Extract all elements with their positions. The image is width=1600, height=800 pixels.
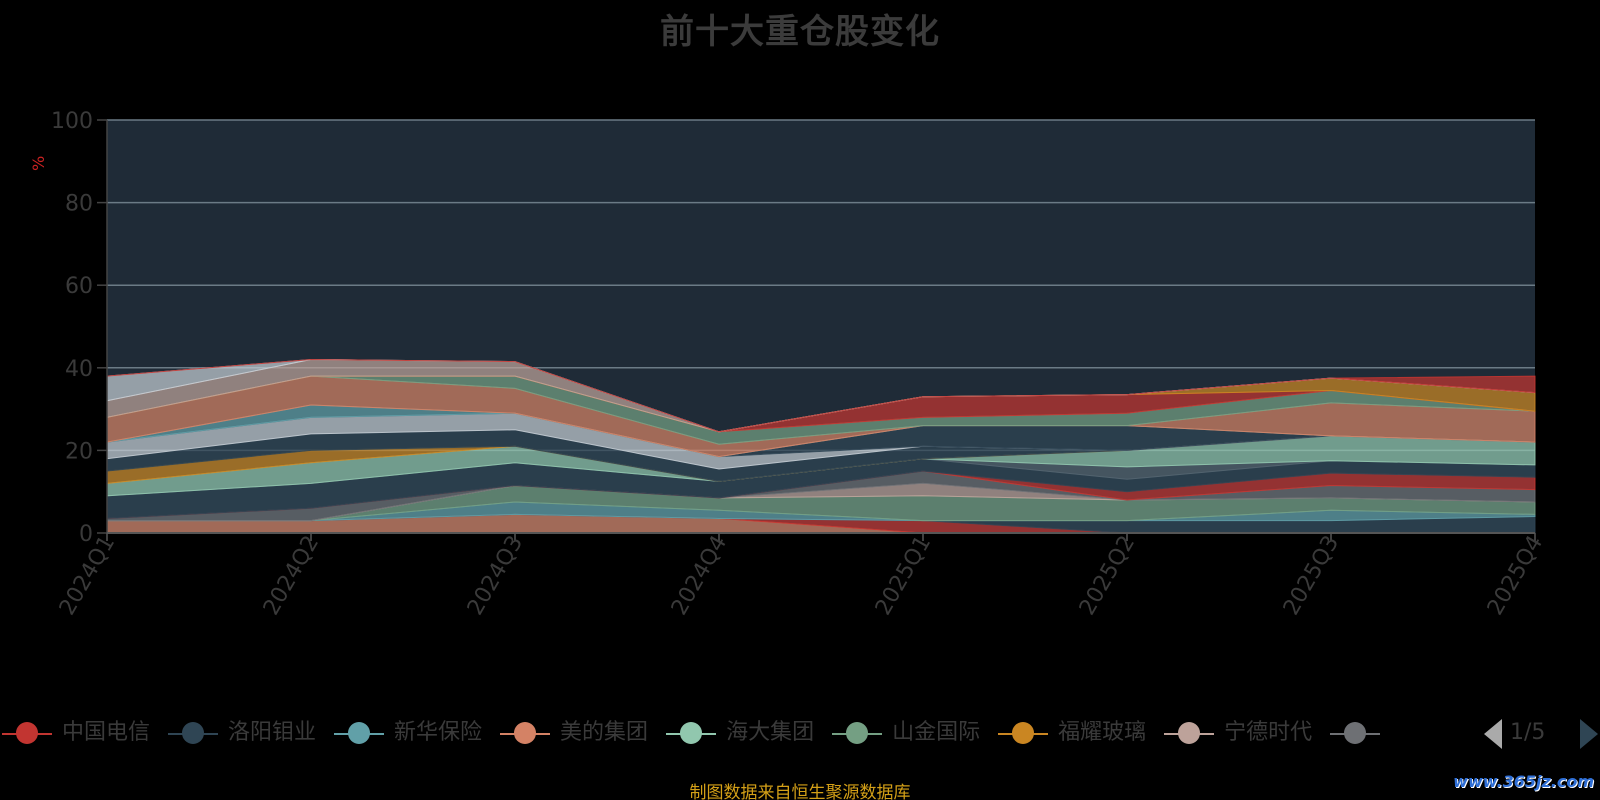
legend-label: 宁德时代 [1224, 720, 1313, 745]
legend-item-2[interactable]: 新华保险 [334, 715, 482, 755]
x-tick-label-2024Q3: 2024Q3 [463, 532, 528, 620]
legend-circle-icon [348, 722, 371, 744]
legend-circle-icon [846, 722, 869, 744]
legend-circle-icon [680, 722, 703, 744]
x-tick-label-2024Q4: 2024Q4 [667, 532, 732, 620]
area-series-22 [106, 358, 1536, 433]
legend-label: 海大集团 [726, 720, 815, 745]
y-axis-unit: % [29, 156, 48, 171]
legend-label: 福耀玻璃 [1058, 720, 1147, 745]
legend-item-0[interactable]: 中国电信 [2, 715, 150, 755]
legend-item-8[interactable] [1330, 715, 1390, 755]
legend-label: 新华保险 [394, 720, 483, 745]
site-watermark: www.365jz.com [1453, 772, 1594, 791]
area-series [106, 358, 1536, 534]
legend-item-1[interactable]: 洛阳钼业 [168, 715, 316, 755]
legend-circle-icon [182, 722, 205, 744]
legend-pager: 1/5 [1480, 715, 1600, 755]
legend-circle-icon [514, 722, 537, 744]
x-tick-label-2025Q2: 2025Q2 [1075, 532, 1140, 620]
y-tick-label-0: 0 [79, 522, 93, 547]
legend-item-3[interactable]: 美的集团 [500, 715, 648, 755]
legend-label: 山金国际 [892, 720, 981, 745]
y-tick-label-60: 60 [65, 274, 93, 299]
legend-item-5[interactable]: 山金国际 [832, 715, 980, 755]
legend-circle-icon [1344, 722, 1367, 744]
y-tick-label-20: 20 [65, 439, 93, 464]
y-tick-label-40: 40 [65, 357, 93, 382]
y-tick-label-80: 80 [65, 192, 93, 217]
legend-items: 中国电信 洛阳钼业 新华保险 美的集团 海大集团 山金国际 福耀玻璃 宁德时代 [2, 715, 1480, 755]
x-tick-label-2025Q1: 2025Q1 [871, 532, 936, 620]
pager-next-icon[interactable] [1580, 719, 1598, 749]
legend-circle-icon [1178, 722, 1201, 744]
y-tick-label-100: 100 [51, 109, 93, 134]
x-tick-label-2024Q2: 2024Q2 [259, 532, 324, 620]
pager-page-indicator: 1/5 [1510, 720, 1546, 745]
legend-item-6[interactable]: 福耀玻璃 [998, 715, 1146, 755]
legend-label: 中国电信 [62, 720, 151, 745]
x-tick-label-2025Q3: 2025Q3 [1279, 532, 1344, 620]
legend-item-7[interactable]: 宁德时代 [1164, 715, 1312, 755]
x-tick-label-2025Q4: 2025Q4 [1483, 532, 1548, 620]
legend-circle-icon [16, 722, 38, 744]
legend: 中国电信 洛阳钼业 新华保险 美的集团 海大集团 山金国际 福耀玻璃 宁德时代 1/5 [0, 715, 1600, 755]
legend-item-4[interactable]: 海大集团 [666, 715, 814, 755]
legend-label: 洛阳钼业 [228, 720, 317, 745]
legend-circle-icon [1012, 722, 1035, 744]
data-source-note: 制图数据来自恒生聚源数据库 [689, 783, 911, 800]
legend-label: 美的集团 [560, 720, 649, 745]
chart-title: 前十大重仓股变化 [660, 12, 940, 52]
pager-prev-icon[interactable] [1484, 719, 1502, 749]
